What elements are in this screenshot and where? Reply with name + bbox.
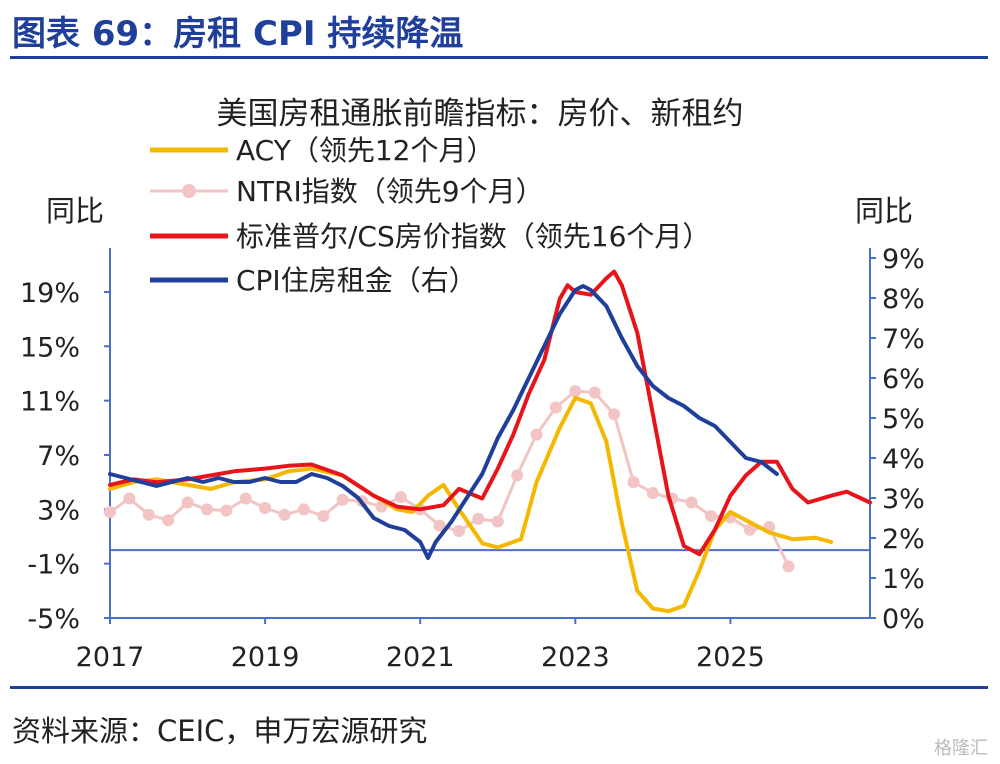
legend-label-ntri: NTRI指数（领先9个月） xyxy=(236,175,544,208)
series-point-ntri xyxy=(239,492,252,505)
x-tick-label: 2019 xyxy=(231,642,300,673)
right-tick-label: 3% xyxy=(882,484,925,515)
series-point-ntri xyxy=(530,428,543,441)
right-axis-unit-label: 同比 xyxy=(855,194,913,228)
series-point-ntri xyxy=(142,508,155,521)
series-line-acy xyxy=(108,395,834,614)
series-point-ntri xyxy=(491,515,504,528)
right-tick-label: 0% xyxy=(882,604,925,635)
series-line-cs xyxy=(108,269,872,557)
chart-title: 美国房租通胀前瞻指标：房价、新租约 xyxy=(217,96,744,132)
series-point-ntri xyxy=(200,503,213,516)
right-tick-label: 1% xyxy=(882,564,925,595)
right-tick-label: 8% xyxy=(882,284,925,315)
series-point-ntri xyxy=(278,508,291,521)
left-axis-unit-label: 同比 xyxy=(46,194,104,228)
series-point-ntri xyxy=(705,510,718,523)
left-tick-label: 3% xyxy=(37,495,80,526)
legend-label-cs: 标准普尔/CS房价指数（领先16个月） xyxy=(236,220,710,253)
series-point-ntri xyxy=(433,519,446,532)
legend-label-acy: ACY（领先12个月） xyxy=(236,134,494,167)
x-tick-label: 2023 xyxy=(541,642,610,673)
left-tick-label: 19% xyxy=(20,278,80,309)
x-tick-label: 2021 xyxy=(386,642,455,673)
left-tick-label: -5% xyxy=(27,604,80,635)
legend-marker-ntri xyxy=(182,184,196,198)
series-point-ntri xyxy=(104,506,116,519)
legend-label-cpi: CPI住房租金（右） xyxy=(236,264,477,297)
figure-title: 图表 69：房租 CPI 持续降温 xyxy=(12,14,464,54)
series-point-ntri xyxy=(394,491,407,504)
series-point-ntri xyxy=(511,469,524,482)
series-point-ntri xyxy=(782,560,795,573)
series-point-ntri xyxy=(549,401,562,414)
series-point-ntri xyxy=(588,386,601,399)
x-tick-label: 2025 xyxy=(696,642,765,673)
right-tick-label: 6% xyxy=(882,364,925,395)
series-point-ntri xyxy=(220,504,233,517)
series-point-ntri xyxy=(317,510,330,523)
series-point-ntri xyxy=(627,476,640,489)
left-tick-label: -1% xyxy=(27,550,80,581)
series-point-ntri xyxy=(297,503,310,516)
left-tick-label: 7% xyxy=(37,441,80,472)
series-point-ntri xyxy=(608,408,621,421)
watermark: 格隆汇 xyxy=(934,738,988,759)
series-point-ntri xyxy=(569,385,582,398)
series-point-ntri xyxy=(646,487,659,500)
series-point-ntri xyxy=(259,501,272,514)
right-tick-label: 9% xyxy=(882,244,925,275)
series-point-ntri xyxy=(743,523,756,536)
series-point-ntri xyxy=(336,493,349,506)
series-point-ntri xyxy=(123,492,136,505)
left-tick-label: 11% xyxy=(20,387,80,418)
series-point-ntri xyxy=(685,496,698,509)
right-tick-label: 4% xyxy=(882,444,925,475)
series-point-ntri xyxy=(472,512,485,525)
series-point-ntri xyxy=(162,514,175,527)
x-tick-label: 2017 xyxy=(76,642,145,673)
series-point-ntri xyxy=(181,496,194,509)
left-tick-label: 15% xyxy=(20,332,80,363)
bottom-rule xyxy=(10,686,988,689)
series-point-ntri xyxy=(452,525,465,538)
right-tick-label: 2% xyxy=(882,524,925,555)
series-line-cpi xyxy=(108,284,779,560)
right-tick-label: 7% xyxy=(882,324,925,355)
title-rule xyxy=(10,56,988,59)
right-tick-label: 5% xyxy=(882,404,925,435)
source-note: 资料来源：CEIC，申万宏源研究 xyxy=(12,714,428,748)
